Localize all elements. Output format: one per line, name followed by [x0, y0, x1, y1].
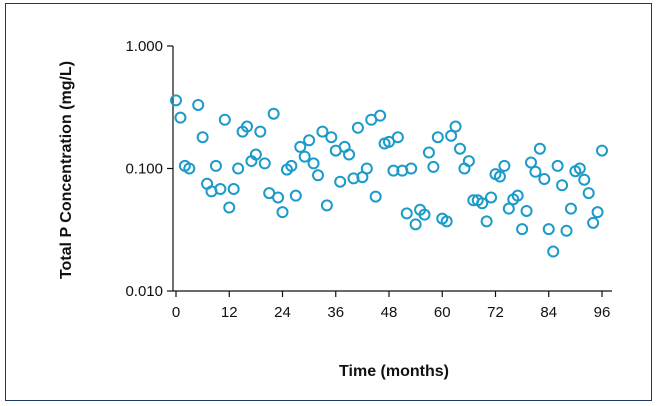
data-point	[289, 189, 302, 202]
data-point	[276, 206, 289, 219]
data-point	[312, 169, 324, 182]
data-point	[374, 109, 387, 122]
data-point	[431, 131, 444, 144]
y-ticks: 0.010 0.100 1.000	[125, 38, 173, 300]
data-point	[174, 111, 187, 124]
data-point	[347, 172, 360, 185]
data-point	[223, 201, 236, 214]
data-point	[418, 208, 431, 221]
data-point	[587, 216, 600, 229]
data-point	[525, 156, 537, 169]
data-point	[387, 164, 400, 177]
data-point	[498, 159, 511, 172]
data-point	[294, 140, 307, 153]
y-tick-label: 0.010	[125, 283, 163, 300]
data-point	[582, 187, 595, 200]
data-point	[272, 191, 285, 204]
x-tick-label: 12	[221, 304, 238, 321]
data-point	[516, 223, 529, 236]
data-point	[249, 148, 262, 161]
data-point	[440, 215, 453, 228]
data-point	[303, 134, 316, 147]
data-point	[409, 218, 422, 231]
x-ticks: 0 12 24 36 48 60 72 84 96	[172, 291, 611, 321]
data-point	[320, 199, 333, 212]
data-point	[445, 129, 458, 142]
data-point	[493, 170, 506, 183]
data-point	[183, 162, 196, 175]
data-point	[316, 125, 329, 138]
data-point	[334, 175, 347, 188]
data-point	[307, 157, 320, 170]
data-point	[258, 157, 271, 170]
data-point	[209, 159, 222, 172]
data-point	[480, 215, 493, 228]
axes	[172, 46, 612, 292]
data-point	[454, 142, 466, 155]
data-point	[427, 160, 440, 173]
x-tick-label: 96	[594, 304, 611, 321]
data-point	[529, 165, 542, 178]
data-point	[170, 94, 182, 107]
y-tick-label: 1.000	[125, 38, 163, 55]
data-point	[520, 204, 533, 217]
data-point	[462, 155, 475, 168]
data-point	[502, 202, 515, 215]
x-tick-label: 24	[274, 304, 291, 321]
data-point	[343, 148, 356, 161]
x-tick-label: 60	[434, 304, 451, 321]
data-point	[241, 120, 253, 133]
data-point	[560, 224, 573, 237]
data-point	[533, 142, 546, 155]
x-tick-label: 48	[381, 304, 398, 321]
x-tick-label: 0	[172, 304, 180, 321]
y-tick-label: 0.100	[125, 161, 163, 178]
data-point	[400, 207, 413, 220]
data-point	[538, 173, 551, 186]
data-point	[383, 135, 395, 148]
data-point	[218, 113, 231, 126]
data-point	[267, 107, 280, 120]
chart-frame	[5, 3, 652, 401]
data-point	[564, 202, 577, 215]
data-points	[170, 94, 608, 258]
data-point	[573, 162, 586, 175]
data-point	[596, 144, 608, 157]
data-point	[232, 162, 245, 175]
data-point	[556, 179, 569, 192]
data-point	[547, 245, 560, 258]
data-point	[285, 159, 298, 172]
data-point	[551, 159, 564, 172]
data-point	[227, 183, 240, 196]
data-point	[542, 223, 555, 236]
y-axis-title: Total P Concentration (mg/L)	[58, 61, 75, 279]
data-point	[511, 189, 524, 202]
data-point	[591, 206, 604, 219]
x-tick-label: 84	[540, 304, 557, 321]
data-point	[360, 162, 373, 175]
data-point	[476, 197, 489, 210]
data-point	[192, 98, 205, 111]
data-point	[391, 131, 404, 144]
data-point	[449, 120, 462, 133]
x-axis-title: Time (months)	[339, 363, 449, 380]
data-point	[254, 125, 267, 138]
data-point	[405, 162, 418, 175]
data-point	[369, 190, 382, 203]
x-tick-label: 72	[487, 304, 504, 321]
x-tick-label: 36	[327, 304, 344, 321]
data-point	[298, 150, 311, 163]
data-point	[578, 173, 591, 186]
data-point	[422, 146, 435, 159]
data-point	[325, 131, 338, 144]
data-point	[485, 191, 498, 204]
data-point	[196, 131, 209, 144]
data-point	[214, 183, 227, 196]
data-point	[351, 121, 364, 134]
